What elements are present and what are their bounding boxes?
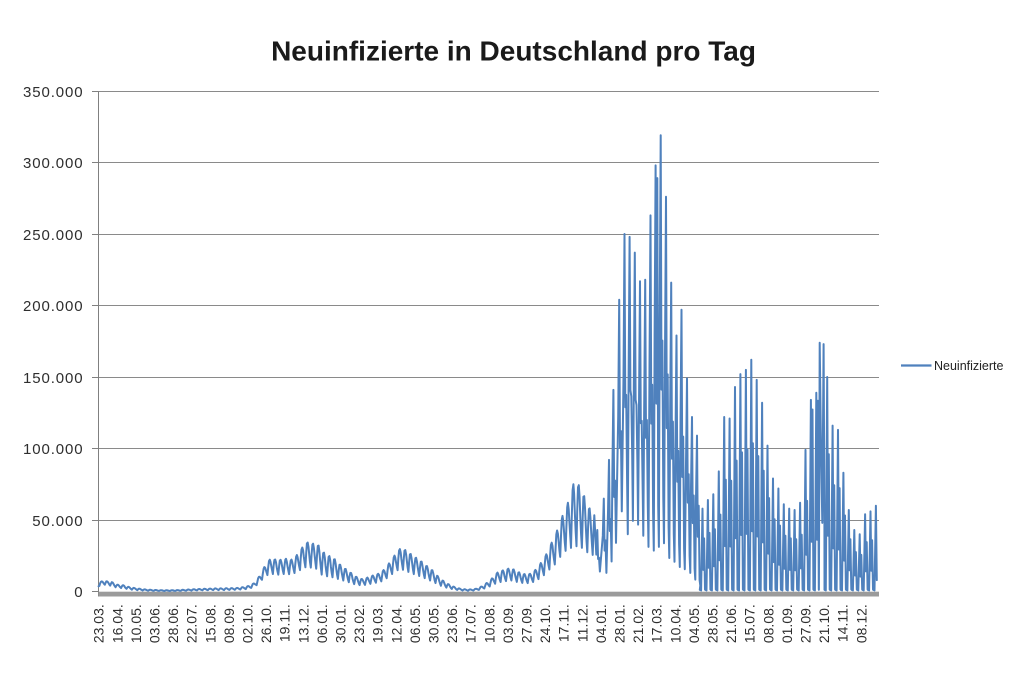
svg-text:21.02.: 21.02. xyxy=(630,604,646,643)
svg-text:10.08.: 10.08. xyxy=(481,604,497,643)
svg-text:28.01.: 28.01. xyxy=(612,604,628,643)
svg-text:15.07.: 15.07. xyxy=(742,604,758,643)
svg-text:26.10.: 26.10. xyxy=(258,604,274,643)
svg-text:06.01.: 06.01. xyxy=(314,604,330,643)
svg-text:28.06.: 28.06. xyxy=(165,604,181,643)
svg-text:30.05.: 30.05. xyxy=(426,604,442,643)
svg-text:28.05.: 28.05. xyxy=(705,604,721,643)
svg-text:250.000: 250.000 xyxy=(23,227,84,244)
svg-text:08.09.: 08.09. xyxy=(221,604,237,643)
svg-text:Neuinfizierte in Deutschland p: Neuinfizierte in Deutschland pro Tag xyxy=(271,36,756,67)
svg-text:11.12.: 11.12. xyxy=(574,604,590,642)
svg-text:04.05.: 04.05. xyxy=(686,604,702,643)
svg-text:08.08.: 08.08. xyxy=(760,604,776,643)
svg-text:19.03.: 19.03. xyxy=(370,604,386,643)
svg-text:01.09.: 01.09. xyxy=(779,604,795,643)
svg-text:21.10.: 21.10. xyxy=(816,604,832,643)
svg-text:300.000: 300.000 xyxy=(23,155,84,172)
svg-text:50.000: 50.000 xyxy=(32,513,83,530)
svg-text:200.000: 200.000 xyxy=(23,298,84,315)
svg-text:17.03.: 17.03. xyxy=(649,604,665,643)
svg-text:22.07.: 22.07. xyxy=(184,604,200,643)
svg-text:17.11.: 17.11. xyxy=(556,604,572,642)
svg-text:14.11.: 14.11. xyxy=(835,604,851,642)
svg-text:16.04.: 16.04. xyxy=(109,604,125,643)
svg-text:Neuinfizierte: Neuinfizierte xyxy=(934,359,1004,373)
svg-text:12.04.: 12.04. xyxy=(388,604,404,643)
svg-text:27.09.: 27.09. xyxy=(798,604,814,643)
svg-text:04.01.: 04.01. xyxy=(593,604,609,643)
svg-text:02.10.: 02.10. xyxy=(240,604,256,643)
svg-text:350.000: 350.000 xyxy=(23,84,84,101)
svg-text:24.10.: 24.10. xyxy=(537,604,553,643)
svg-text:08.12.: 08.12. xyxy=(853,604,869,643)
svg-text:06.05.: 06.05. xyxy=(407,604,423,643)
svg-text:27.09.: 27.09. xyxy=(519,604,535,643)
svg-text:03.09.: 03.09. xyxy=(500,604,516,643)
svg-text:23.03.: 23.03. xyxy=(91,604,107,643)
svg-text:10.05.: 10.05. xyxy=(128,604,144,643)
svg-text:03.06.: 03.06. xyxy=(147,604,163,643)
svg-text:23.02.: 23.02. xyxy=(351,604,367,643)
svg-text:30.01.: 30.01. xyxy=(333,604,349,643)
svg-text:23.06.: 23.06. xyxy=(444,604,460,643)
svg-text:100.000: 100.000 xyxy=(23,441,84,458)
svg-text:21.06.: 21.06. xyxy=(723,604,739,643)
svg-text:0: 0 xyxy=(74,584,83,601)
svg-text:150.000: 150.000 xyxy=(23,370,84,387)
svg-text:17.07.: 17.07. xyxy=(463,604,479,643)
svg-text:15.08.: 15.08. xyxy=(202,604,218,643)
svg-text:10.04.: 10.04. xyxy=(667,604,683,643)
svg-text:13.12.: 13.12. xyxy=(295,604,311,643)
svg-text:19.11.: 19.11. xyxy=(277,604,293,642)
